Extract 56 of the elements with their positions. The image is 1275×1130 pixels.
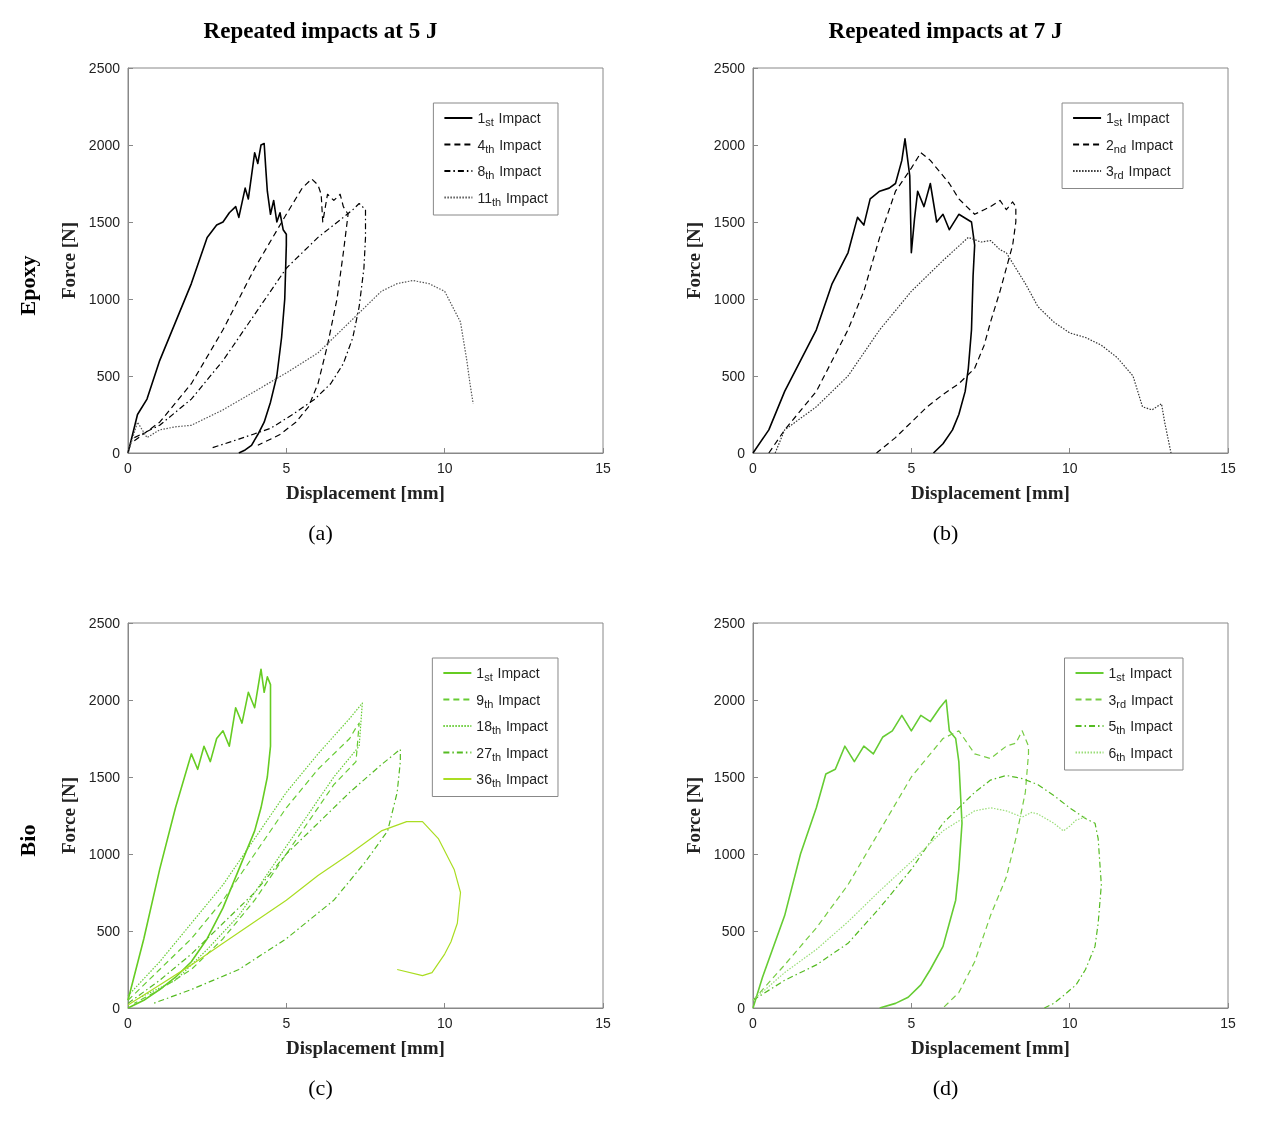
x-tick-label: 10 (436, 460, 453, 476)
text: Bio (14, 824, 40, 857)
chart-title: Repeated impacts at 5 J (203, 18, 438, 43)
x-tick-label: 10 (436, 1015, 453, 1031)
y-axis-title: Force [N] (682, 776, 704, 855)
y-tick-label: 1000 (713, 846, 746, 862)
y-tick-label: 0 (737, 445, 746, 461)
y-tick-label: 1000 (88, 291, 121, 307)
y-tick-label: 1500 (713, 769, 746, 785)
y-tick-label: 500 (721, 368, 746, 384)
x-tick-label: 10 (1061, 460, 1078, 476)
text: (b) (932, 519, 959, 545)
text: (c) (308, 1074, 333, 1100)
y-tick-label: 2500 (88, 60, 121, 76)
x-tick-label: 10 (1061, 1015, 1078, 1031)
x-tick-label: 5 (282, 1015, 291, 1031)
text: (d) (932, 1074, 959, 1100)
y-tick-label: 2000 (88, 692, 121, 708)
y-tick-label: 2500 (713, 615, 746, 631)
y-tick-label: 2000 (713, 692, 746, 708)
y-tick-label: 2500 (713, 60, 746, 76)
y-tick-label: 0 (112, 445, 121, 461)
x-tick-label: 0 (749, 460, 758, 476)
x-tick-label: 5 (907, 460, 916, 476)
y-tick-label: 2000 (713, 137, 746, 153)
y-tick-label: 1000 (88, 846, 121, 862)
x-tick-label: 0 (749, 1015, 758, 1031)
x-tick-label: 15 (595, 460, 611, 476)
x-tick-label: 5 (907, 1015, 916, 1031)
y-tick-label: 1500 (88, 769, 121, 785)
x-tick-label: 15 (1220, 1015, 1236, 1031)
x-axis-title: Displacement [mm] (286, 1037, 445, 1058)
y-tick-label: 2500 (88, 615, 121, 631)
text: Epoxy (14, 255, 40, 316)
x-tick-label: 0 (124, 1015, 133, 1031)
x-axis-title: Displacement [mm] (286, 482, 445, 503)
y-tick-label: 1500 (713, 214, 746, 230)
y-axis-title: Force [N] (57, 776, 79, 855)
y-tick-label: 0 (737, 1000, 746, 1016)
y-tick-label: 500 (96, 923, 121, 939)
y-tick-label: 0 (112, 1000, 121, 1016)
y-tick-label: 1500 (88, 214, 121, 230)
x-tick-label: 15 (595, 1015, 611, 1031)
x-axis-title: Displacement [mm] (911, 1037, 1070, 1058)
x-axis-title: Displacement [mm] (911, 482, 1070, 503)
y-tick-label: 2000 (88, 137, 121, 153)
text: (a) (308, 519, 333, 545)
y-tick-label: 1000 (713, 291, 746, 307)
chart-title: Repeated impacts at 7 J (828, 18, 1063, 43)
y-tick-label: 500 (721, 923, 746, 939)
x-tick-label: 5 (282, 460, 291, 476)
y-tick-label: 500 (96, 368, 121, 384)
x-tick-label: 15 (1220, 460, 1236, 476)
y-axis-title: Force [N] (682, 221, 704, 300)
x-tick-label: 0 (124, 460, 133, 476)
y-axis-title: Force [N] (57, 221, 79, 300)
